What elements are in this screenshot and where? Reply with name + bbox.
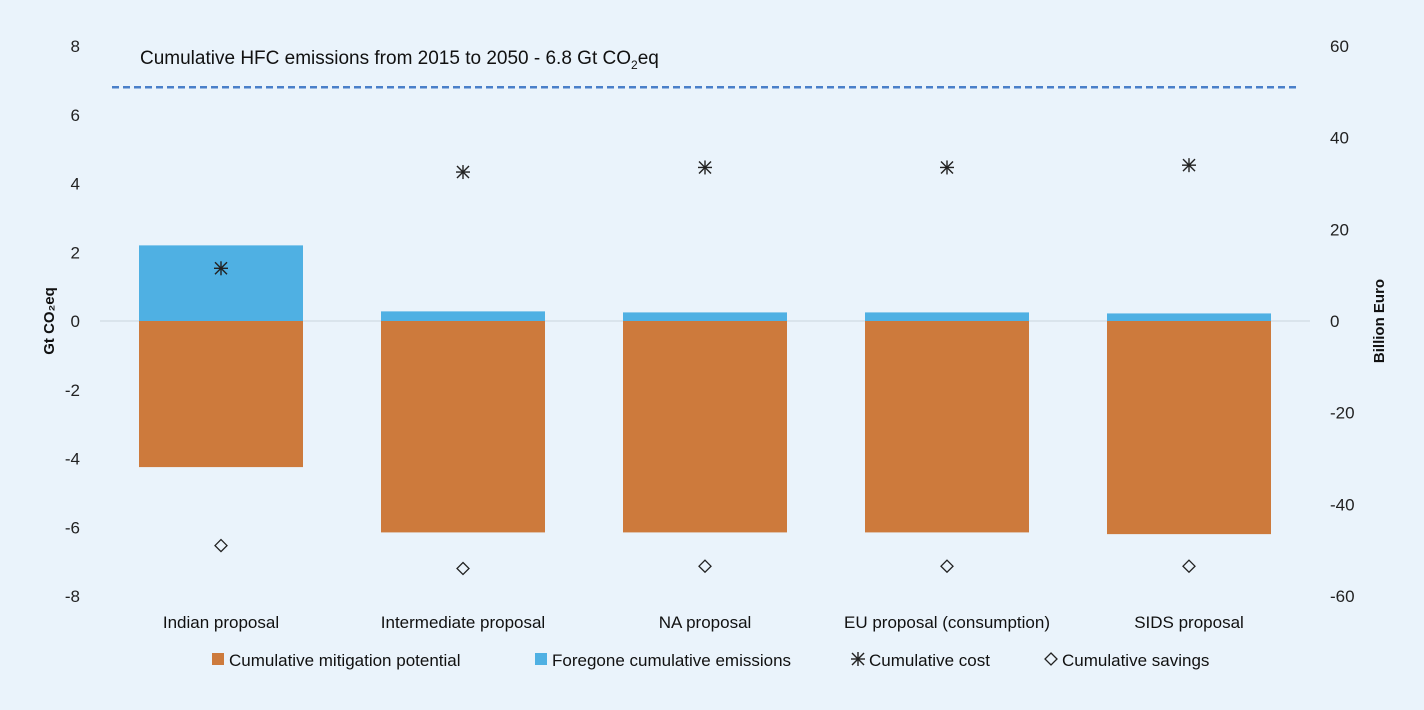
legend-asterisk-icon — [851, 652, 865, 666]
cost-marker-3 — [940, 160, 954, 175]
bar-mitigation-2 — [623, 321, 787, 533]
category-label: SIDS proposal — [1134, 613, 1244, 632]
cost-marker-1 — [456, 165, 470, 180]
reference-line-label: Cumulative HFC emissions from 2015 to 20… — [140, 48, 659, 72]
left-tick-label: 6 — [71, 106, 80, 125]
legend-swatch — [212, 653, 224, 665]
legend-label: Foregone cumulative emissions — [552, 651, 791, 670]
legend-label: Cumulative mitigation potential — [229, 651, 461, 670]
bar-mitigation-3 — [865, 321, 1029, 533]
category-label: Intermediate proposal — [381, 613, 545, 632]
cost-marker-0 — [214, 261, 228, 276]
savings-marker-1 — [456, 561, 470, 576]
left-tick-label: -8 — [65, 587, 80, 606]
right-axis-title: Billion Euro — [1371, 279, 1388, 363]
legend-item-1: Foregone cumulative emissions — [535, 651, 791, 670]
bar-foregone-3 — [865, 312, 1029, 321]
legend-label: Cumulative cost — [869, 651, 990, 670]
cost-marker-4 — [1182, 158, 1196, 173]
bar-mitigation-1 — [381, 321, 545, 533]
bar-foregone-4 — [1107, 313, 1271, 321]
savings-marker-3 — [940, 559, 954, 574]
left-axis-title: Gt CO₂eq — [41, 287, 58, 355]
left-tick-label: 4 — [71, 175, 80, 194]
left-tick-label: 2 — [71, 243, 80, 262]
legend-label: Cumulative savings — [1062, 651, 1209, 670]
savings-marker-4 — [1182, 559, 1196, 574]
cost-marker-2 — [698, 160, 712, 175]
bar-mitigation-0 — [139, 321, 303, 468]
category-label: EU proposal (consumption) — [844, 613, 1050, 632]
bar-foregone-0 — [139, 245, 303, 321]
right-tick-label: 40 — [1330, 129, 1349, 148]
category-label: Indian proposal — [163, 613, 279, 632]
bar-foregone-2 — [623, 312, 787, 321]
right-tick-label: -60 — [1330, 587, 1355, 606]
left-tick-label: 8 — [71, 37, 80, 56]
savings-marker-0 — [214, 538, 228, 553]
right-tick-label: 60 — [1330, 37, 1349, 56]
legend-diamond-icon — [1044, 652, 1058, 666]
left-tick-label: -2 — [65, 381, 80, 400]
left-tick-label: -4 — [65, 450, 80, 469]
right-tick-label: 0 — [1330, 312, 1339, 331]
right-tick-label: -20 — [1330, 404, 1355, 423]
right-tick-label: 20 — [1330, 220, 1349, 239]
legend-item-0: Cumulative mitigation potential — [212, 651, 461, 670]
right-tick-label: -40 — [1330, 495, 1355, 514]
left-tick-label: -6 — [65, 518, 80, 537]
left-tick-label: 0 — [71, 312, 80, 331]
bar-mitigation-4 — [1107, 321, 1271, 535]
legend-item-2: Cumulative cost — [851, 651, 990, 670]
category-label: NA proposal — [659, 613, 752, 632]
bar-foregone-1 — [381, 311, 545, 321]
legend-swatch — [535, 653, 547, 665]
legend-item-3: Cumulative savings — [1044, 651, 1209, 670]
savings-marker-2 — [698, 559, 712, 574]
